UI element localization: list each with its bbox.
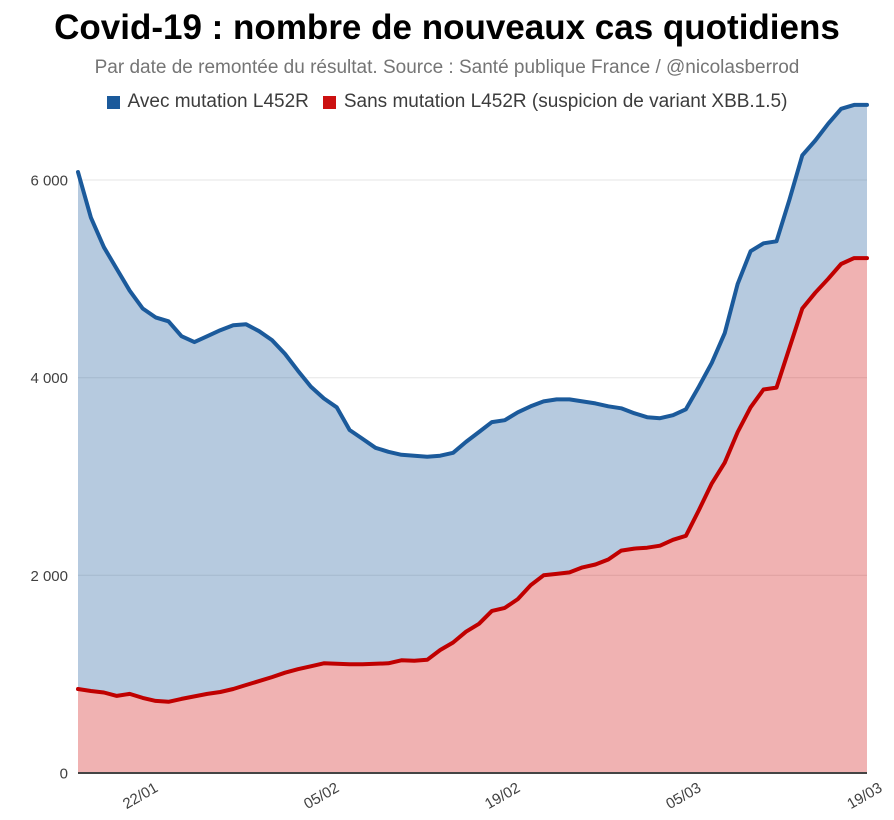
legend-item-sans-mutation: Sans mutation L452R (suspicion de varian…	[322, 91, 788, 113]
legend-item-avec-mutation: Avec mutation L452R	[106, 91, 309, 113]
chart-subtitle: Par date de remontée du résultat. Source…	[94, 57, 800, 78]
legend-swatch-blue-icon	[106, 95, 120, 109]
y-axis-label-0: 0	[60, 766, 68, 783]
legend-label-sans-mutation: Sans mutation L452R (suspicion de varian…	[343, 91, 788, 112]
x-axis-label-19-02: 19/02	[482, 779, 523, 812]
series-area-avec-mutation	[78, 104, 867, 702]
y-axis-label-6000: 6 000	[30, 173, 68, 190]
chart-legend: Avec mutation L452R Sans mutation L452R …	[0, 91, 894, 113]
x-axis-label-19-03: 19/03	[844, 779, 885, 812]
legend-swatch-red-icon	[322, 95, 336, 109]
x-axis-label-22-01: 22/01	[120, 779, 161, 812]
series-line-avec-mutation	[76, 102, 869, 459]
series-line-sans-mutation	[76, 256, 869, 704]
y-axis-label-2000: 2 000	[30, 568, 68, 585]
page-title: Covid-19 : nombre de nouveaux cas quotid…	[54, 8, 840, 47]
y-axis-label-4000: 4 000	[30, 370, 68, 387]
x-axis-label-05-02: 05/02	[301, 779, 342, 812]
x-axis-label-05-03: 05/03	[663, 779, 704, 812]
legend-label-avec-mutation: Avec mutation L452R	[127, 91, 309, 112]
series-area-sans-mutation	[78, 258, 867, 774]
